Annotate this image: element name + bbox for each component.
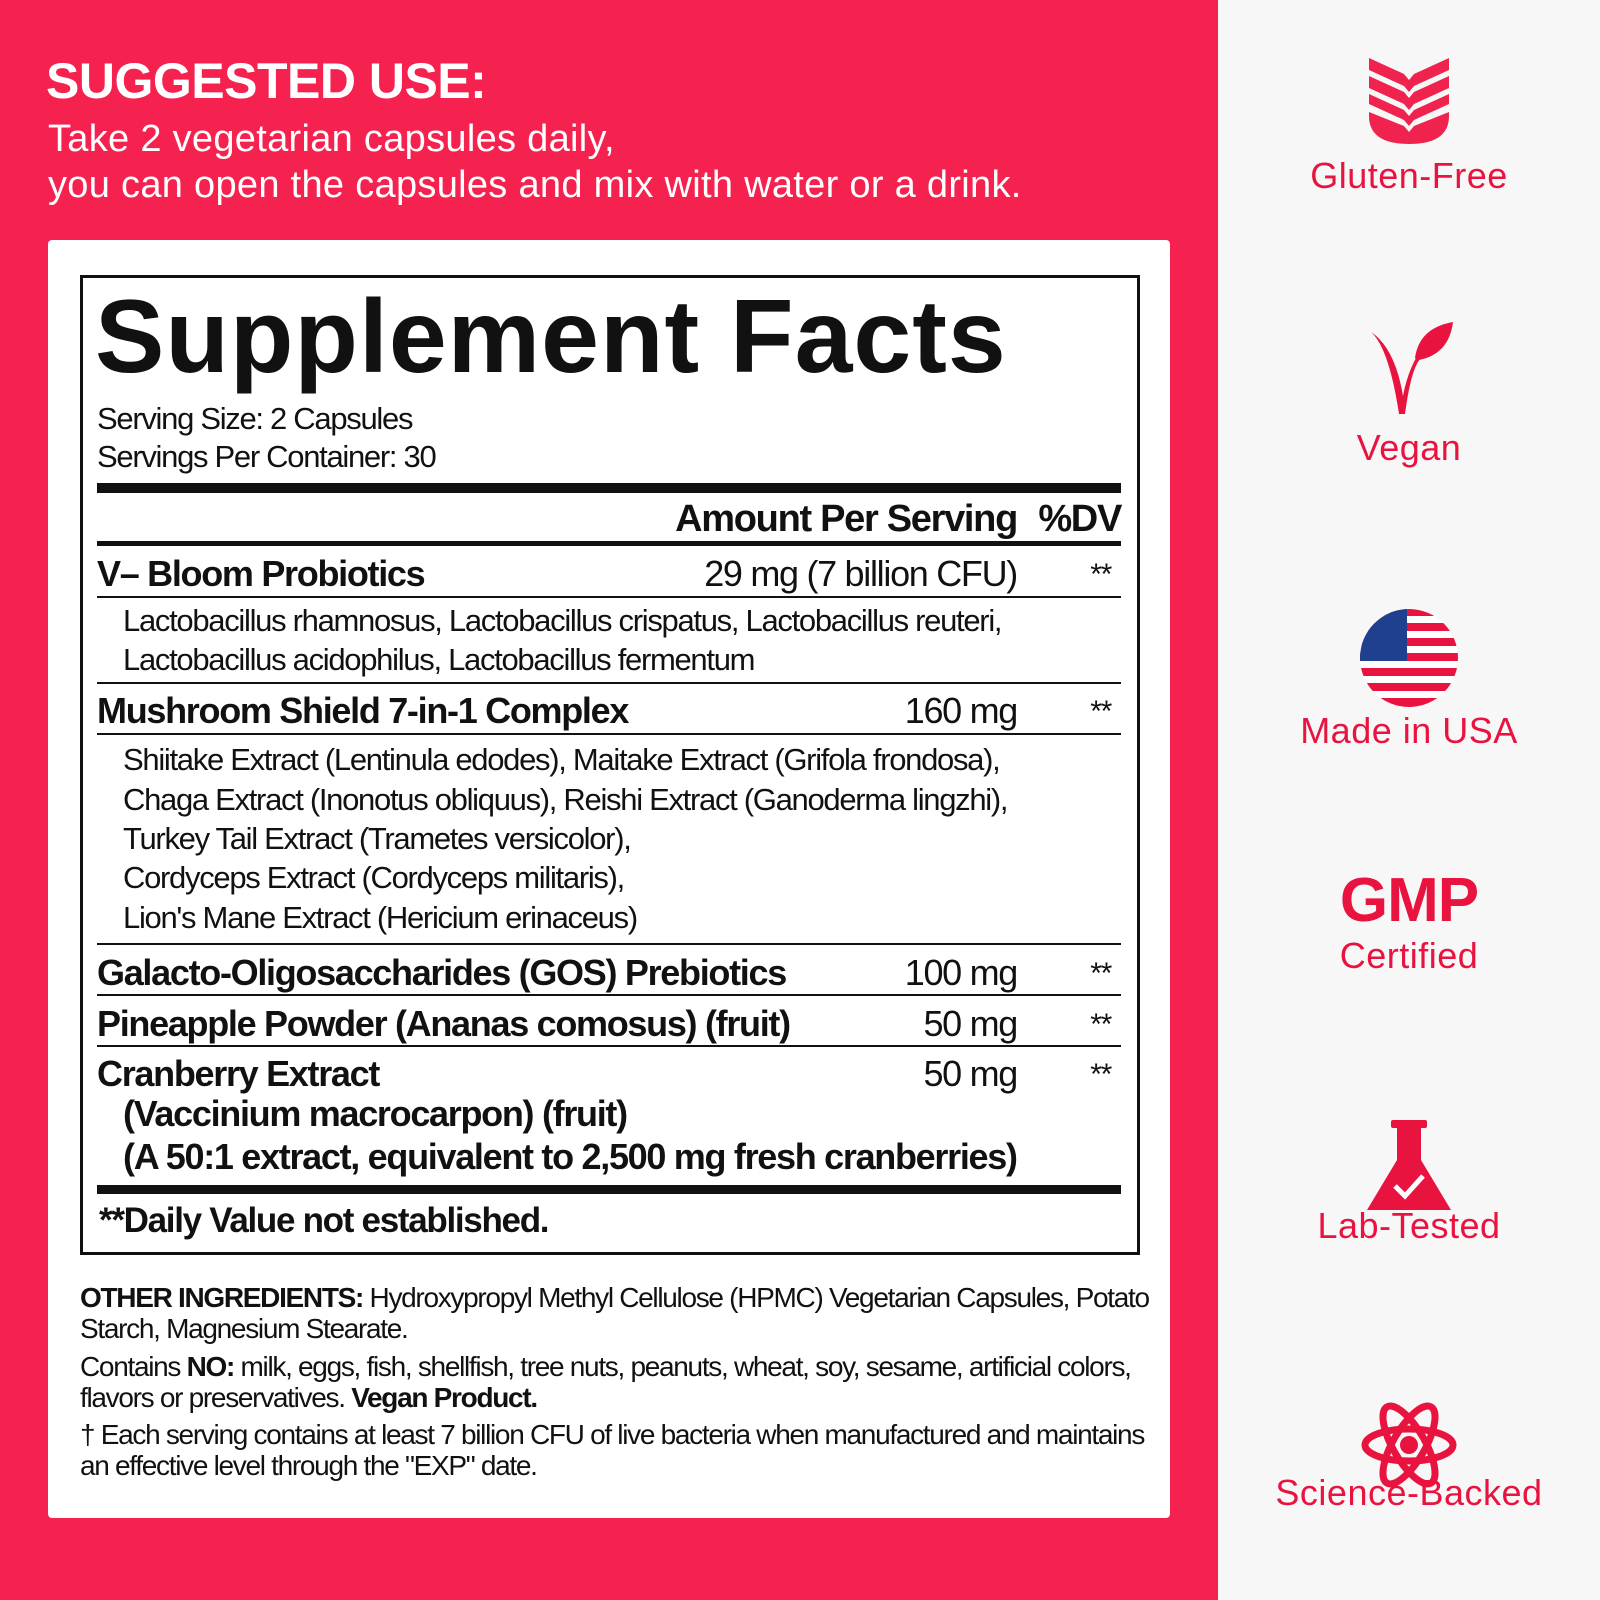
us-flag-icon [1360,609,1458,707]
serving-size: Serving Size: 2 Capsules [97,401,413,436]
suggested-use-panel: SUGGESTED USE: Take 2 vegetarian capsule… [0,0,1218,1600]
flask-icon [1367,1120,1451,1210]
header-amount: Amount Per Serving [675,498,1018,540]
vegan-product: Vegan Product. [351,1382,538,1413]
divider-thick [97,483,1121,493]
ingredient-amount: 100 mg [904,952,1019,993]
ingredient-detail: Chaga Extract (Inonotus obliquus), Reish… [123,782,1009,817]
ingredient-detail: Lion's Mane Extract (Hericium erinaceus) [123,900,638,935]
badge-gluten-free: Gluten-Free [1310,155,1508,196]
row-divider [97,596,1121,598]
ingredient-name: Mushroom Shield 7-in-1 Complex [97,690,629,731]
badges-panel: Gluten-Free Vegan Made in USA GMP Certif… [1218,0,1600,1600]
gmp-logo-text: GMP [1339,866,1479,935]
contains-prefix: Contains [80,1351,187,1382]
ingredient-name: Pineapple Powder (Ananas comosus) (fruit… [97,1003,791,1044]
ingredient-detail: Cordyceps Extract (Cordyceps militaris), [123,860,625,895]
ingredient-name: Galacto-Oligosaccharides (GOS) Prebiotic… [97,952,787,993]
badge-vegan: Vegan [1356,427,1462,468]
ingredient-amount: 29 mg (7 billion CFU) [704,553,1018,594]
ingredient-detail: (Vaccinium macrocarpon) (fruit) [123,1093,628,1134]
ingredient-dv: ** [1090,1058,1112,1091]
ingredient-dv: ** [1090,695,1112,728]
ingredient-dv: ** [1090,1008,1112,1041]
badge-science-backed: Science-Backed [1275,1472,1543,1513]
other-ingredients-label: OTHER INGREDIENTS: [80,1282,364,1313]
atom-icon [1361,1402,1457,1488]
other-ingredients: OTHER INGREDIENTS: Hydroxypropyl Methyl … [80,1282,1150,1344]
divider-medium [97,541,1121,546]
servings-per-container: Servings Per Container: 30 [97,439,437,474]
ingredient-amount: 160 mg [904,690,1019,731]
ingredient-name: V– Bloom Probiotics [97,553,426,594]
facts-title: Supplement Facts [95,279,1007,395]
badge-made-in-usa: Made in USA [1300,710,1518,751]
row-divider [97,943,1121,945]
ingredient-detail: (A 50:1 extract, equivalent to 2,500 mg … [123,1136,1018,1177]
ingredient-detail: Shiitake Extract (Lentinula edodes), Mai… [123,742,1001,777]
suggested-use-line2: you can open the capsules and mix with w… [48,164,1022,206]
row-divider [97,733,1121,735]
label-card: Supplement Facts Serving Size: 2 Capsule… [48,240,1170,1518]
ingredient-detail: Turkey Tail Extract (Trametes versicolor… [123,821,632,856]
ingredient-detail: Lactobacillus acidophilus, Lactobacillus… [123,642,755,677]
cfu-statement: † Each serving contains at least 7 billi… [80,1419,1145,1481]
suggested-use-heading: SUGGESTED USE: [46,53,487,109]
contains-text: milk, eggs, fish, shellfish, tree nuts, … [80,1351,1132,1413]
divider-thick [97,1185,1121,1194]
ingredient-detail: Lactobacillus rhamnosus, Lactobacillus c… [123,603,1003,638]
ingredient-amount: 50 mg [923,1053,1018,1094]
supplement-facts-box: Supplement Facts Serving Size: 2 Capsule… [80,275,1140,1255]
row-divider [97,994,1121,996]
footnote: **Daily Value not established. [99,1201,550,1240]
other-ingredients-text: Hydroxypropyl Methyl Cellulose (HPMC) Ve… [80,1282,1150,1344]
badge-lab-tested: Lab-Tested [1317,1205,1501,1246]
ingredient-amount: 50 mg [923,1003,1018,1044]
wheat-icon [1369,58,1449,144]
badge-gmp-certified: Certified [1339,935,1479,976]
vegan-leaf-icon [1371,322,1453,414]
row-divider [97,682,1121,684]
allergen-statement: Contains NO: milk, eggs, fish, shellfish… [80,1351,1150,1413]
ingredient-dv: ** [1090,558,1112,591]
contains-no: NO: [186,1351,236,1382]
header-dv: %DV [1038,498,1122,540]
ingredient-name: Cranberry Extract [97,1053,380,1094]
row-divider [97,1045,1121,1047]
suggested-use-line1: Take 2 vegetarian capsules daily, [48,118,615,160]
ingredient-dv: ** [1090,957,1112,990]
